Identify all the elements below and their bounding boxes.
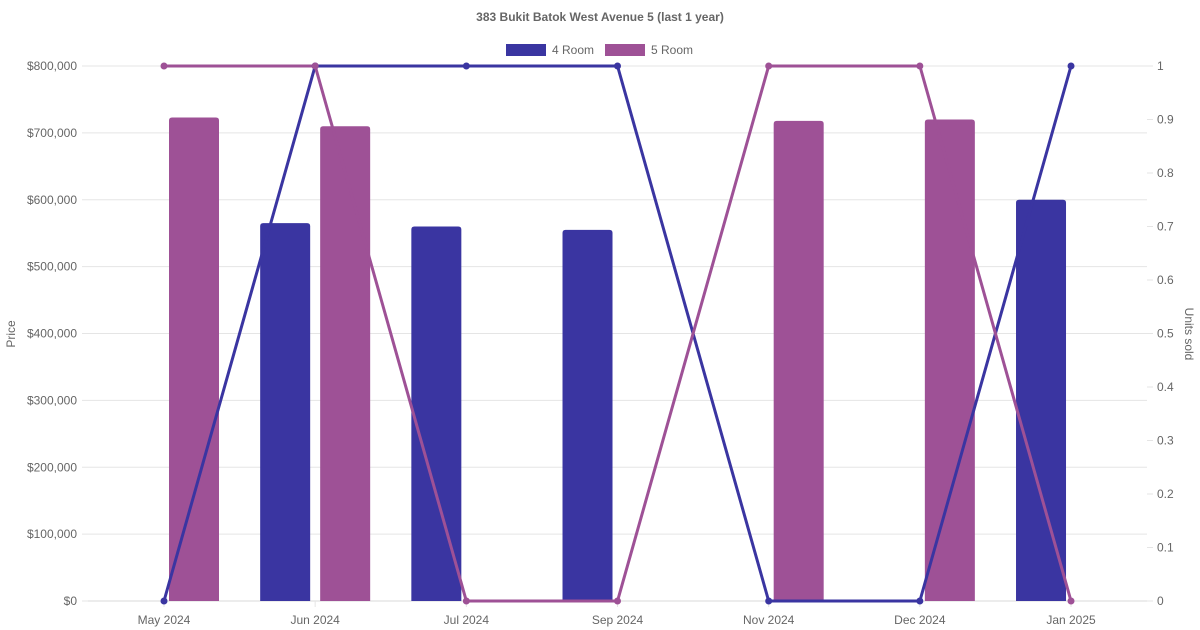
y-tick-label: $0 — [64, 594, 78, 608]
y-tick-label: $600,000 — [27, 193, 77, 207]
bar-5-room-may-2024[interactable] — [169, 117, 219, 602]
legend-swatch-4-room — [506, 44, 546, 56]
legend-label-5-room: 5 Room — [651, 43, 693, 57]
x-tick-label-nov-2024: Nov 2024 — [743, 613, 795, 627]
chart-title: 383 Bukit Batok West Avenue 5 (last 1 ye… — [476, 10, 724, 24]
x-tick-label-sep-2024: Sep 2024 — [592, 613, 644, 627]
point-4-room-jan-2025[interactable] — [1067, 62, 1075, 70]
bar-5-room-jun-2024[interactable] — [320, 126, 371, 601]
legend-swatch-5-room — [605, 44, 645, 56]
y-tick-label: $100,000 — [27, 527, 77, 541]
y2-tick-label: 0.5 — [1157, 327, 1174, 341]
legend-item-5-room[interactable]: 5 Room — [605, 43, 693, 57]
point-5-room-jan-2025[interactable] — [1067, 597, 1075, 605]
y2-axis-title: Units sold — [1182, 308, 1196, 361]
legend-item-4-room[interactable]: 4 Room — [506, 43, 594, 57]
y-tick-label: $300,000 — [27, 393, 77, 407]
point-4-room-jul-2024[interactable] — [462, 62, 470, 70]
y2-tick-label: 0.4 — [1157, 380, 1174, 394]
x-tick-label-jun-2024: Jun 2024 — [290, 613, 340, 627]
y2-tick-label: 0.9 — [1157, 113, 1174, 127]
bar-4-room-jun-2024[interactable] — [260, 223, 311, 601]
point-4-room-dec-2024[interactable] — [916, 597, 924, 605]
point-5-room-may-2024[interactable] — [160, 62, 168, 70]
bar-5-room-dec-2024[interactable] — [924, 119, 975, 602]
x-tick-label-jan-2025: Jan 2025 — [1046, 613, 1096, 627]
y2-tick-label: 0 — [1157, 594, 1164, 608]
x-tick-label-dec-2024: Dec 2024 — [894, 613, 946, 627]
point-4-room-may-2024[interactable] — [160, 597, 168, 605]
point-5-room-jul-2024[interactable] — [462, 597, 470, 605]
y2-tick-label: 0.3 — [1157, 434, 1174, 448]
y2-tick-label: 0.8 — [1157, 166, 1174, 180]
y-tick-label: $400,000 — [27, 327, 77, 341]
x-tick-label-jul-2024: Jul 2024 — [444, 613, 490, 627]
legend-label-4-room: 4 Room — [552, 43, 594, 57]
point-5-room-jun-2024[interactable] — [311, 62, 319, 70]
y-tick-label: $700,000 — [27, 126, 77, 140]
x-axis-ticks: May 2024 Jun 2024 Jul 2024 Sep 2024 Nov 2024… — [138, 601, 1096, 627]
y2-axis-ticks: 0 0.1 0.2 0.3 0.4 0.5 0.6 0.7 0.8 0.9 1 — [1147, 59, 1174, 608]
y-tick-label: $500,000 — [27, 260, 77, 274]
y-tick-label: $200,000 — [27, 460, 77, 474]
y2-tick-label: 0.2 — [1157, 487, 1174, 501]
gridlines — [88, 65, 1147, 602]
y2-tick-label: 0.7 — [1157, 220, 1174, 234]
x-tick-label-may-2024: May 2024 — [138, 613, 191, 627]
price-bars — [169, 117, 1067, 602]
y-axis-title: Price — [4, 320, 18, 348]
y2-tick-label: 0.6 — [1157, 273, 1174, 287]
point-4-room-sep-2024[interactable] — [614, 62, 622, 70]
point-5-room-nov-2024[interactable] — [765, 62, 773, 70]
y2-tick-label: 1 — [1157, 59, 1164, 73]
units-sold-points — [160, 62, 1075, 605]
y2-tick-label: 0.1 — [1157, 541, 1174, 555]
point-5-room-sep-2024[interactable] — [614, 597, 622, 605]
point-4-room-nov-2024[interactable] — [765, 597, 773, 605]
legend[interactable]: 4 Room 5 Room — [506, 43, 693, 57]
bar-4-room-sep-2024[interactable] — [562, 229, 613, 601]
y-axis-ticks: $0 $100,000 $200,000 $300,000 $400,000 $500,0… — [27, 59, 88, 608]
bar-4-room-jan-2025[interactable] — [1016, 199, 1067, 601]
bar-4-room-jul-2024[interactable] — [411, 226, 462, 602]
bar-5-room-nov-2024[interactable] — [773, 120, 824, 602]
y-tick-label: $800,000 — [27, 59, 77, 73]
point-5-room-dec-2024[interactable] — [916, 62, 924, 70]
